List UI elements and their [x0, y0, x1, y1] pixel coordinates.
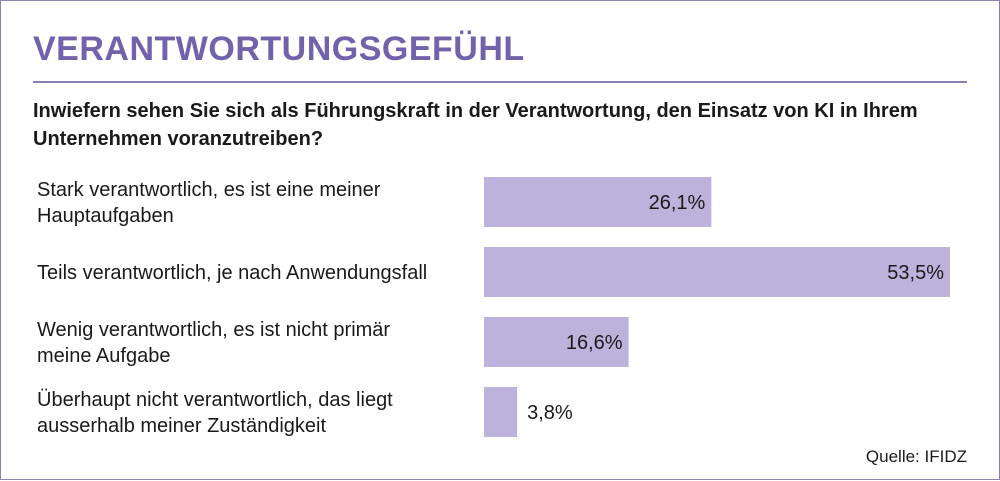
- bar-3: [484, 317, 629, 367]
- value-label-2: 53,5%: [887, 262, 944, 284]
- bar-2: [484, 247, 950, 297]
- bar-1: [484, 177, 712, 227]
- value-label-3: 16,6%: [566, 332, 623, 354]
- category-label-line: Hauptaufgaben: [37, 205, 174, 227]
- category-label-2: Teils verantwortlich, je nach Anwendungs…: [37, 262, 427, 284]
- category-label-line: meine Aufgabe: [37, 345, 170, 367]
- source-note: Quelle: IFIDZ: [865, 447, 967, 466]
- category-label-line: Teils verantwortlich, je nach Anwendungs…: [37, 262, 427, 284]
- category-labels: Stark verantwortlich, es ist eine meiner…: [37, 179, 427, 437]
- category-label-4: Überhaupt nicht verantwortlich, das lieg…: [37, 389, 393, 437]
- category-label-line: Überhaupt nicht verantwortlich, das lieg…: [37, 389, 393, 411]
- category-label-1: Stark verantwortlich, es ist eine meiner…: [37, 179, 381, 227]
- value-label-1: 26,1%: [649, 192, 706, 214]
- bar-4: [484, 387, 518, 437]
- category-label-line: ausserhalb meiner Zuständigkeit: [37, 415, 326, 437]
- chart-subtitle: Inwiefern sehen Sie sich als Führungskra…: [33, 100, 918, 150]
- category-label-line: Stark verantwortlich, es ist eine meiner: [37, 179, 381, 201]
- chart-title: VERANTWORTUNGSGEFÜHL: [33, 30, 525, 68]
- title-divider: [33, 81, 967, 83]
- bars: [484, 177, 950, 437]
- category-label-line: Wenig verantwortlich, es ist nicht primä…: [37, 319, 390, 341]
- category-label-3: Wenig verantwortlich, es ist nicht primä…: [37, 319, 390, 367]
- value-label-4: 3,8%: [527, 402, 573, 424]
- value-labels: 26,1% 53,5% 16,6% 3,8%: [527, 192, 944, 424]
